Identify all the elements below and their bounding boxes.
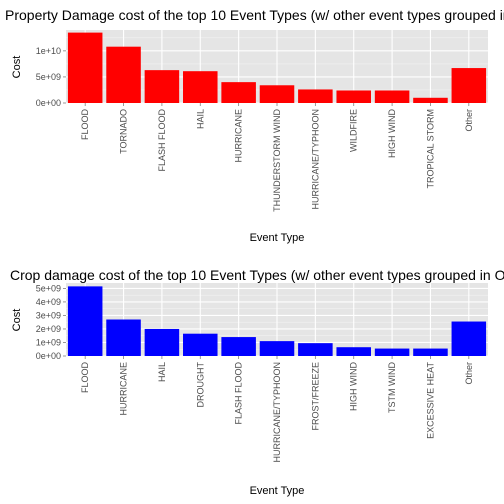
y-tick-label: 5e+09 xyxy=(36,283,61,293)
x-tick-label: HURRICANE xyxy=(119,362,129,416)
y-tick-label: 0e+00 xyxy=(36,351,61,361)
x-tick-label: DROUGHT xyxy=(195,362,205,408)
x-tick-label: FROST/FREEZE xyxy=(310,362,320,431)
chart-2-title: Crop damage cost of the top 10 Event Typ… xyxy=(10,267,504,283)
bar xyxy=(336,90,371,103)
chart-1-bars xyxy=(67,32,487,103)
bar xyxy=(259,341,295,356)
x-tick-label: FLASH FLOOD xyxy=(234,362,244,425)
x-tick-label: HURRICANE/TYPHOON xyxy=(310,109,320,210)
y-tick-label: 3e+09 xyxy=(36,310,61,320)
x-tick-label: HURRICANE/TYPHOON xyxy=(272,362,282,463)
x-tick-label: HIGH WIND xyxy=(349,362,359,411)
bar xyxy=(413,97,448,103)
bar xyxy=(144,328,180,356)
x-tick-label: FLOOD xyxy=(80,362,90,394)
bar xyxy=(67,286,103,356)
x-tick-label: FLOOD xyxy=(80,109,90,141)
chart-2-y-axis-title: Cost xyxy=(11,309,23,332)
bar xyxy=(183,71,218,103)
x-tick-label: TROPICAL STORM xyxy=(425,109,435,189)
y-tick-label: 1e+09 xyxy=(36,337,61,347)
chart-2: Crop damage cost of the top 10 Event Typ… xyxy=(10,267,504,497)
bar xyxy=(221,337,256,356)
x-tick-label: HIGH WIND xyxy=(387,109,397,158)
y-tick-label: 5e+09 xyxy=(36,72,61,82)
bar xyxy=(221,82,256,103)
x-tick-label: FLASH FLOOD xyxy=(157,109,167,172)
bar xyxy=(298,89,333,103)
bar xyxy=(336,347,371,356)
chart-1-y-ticks: 0e+00 5e+09 1e+10 xyxy=(36,46,66,108)
bar xyxy=(259,85,295,103)
x-tick-label: HURRICANE xyxy=(234,109,244,163)
chart-2-x-axis-title: Event Type xyxy=(250,485,305,497)
chart-1-x-ticks: FLOOD TORNADO FLASH FLOOD HAIL HURRICANE THUN… xyxy=(80,103,474,212)
chart-1: Property Damage cost of the top 10 Event… xyxy=(5,7,504,244)
chart-2-bars xyxy=(67,286,487,356)
y-tick-label: 2e+09 xyxy=(36,324,61,334)
y-tick-label: 1e+10 xyxy=(36,46,61,56)
chart-1-y-axis-title: Cost xyxy=(11,56,23,79)
bar xyxy=(451,321,487,356)
bar xyxy=(144,70,180,103)
y-tick-label: 4e+09 xyxy=(36,297,61,307)
bar xyxy=(374,348,410,356)
x-tick-label: HAIL xyxy=(195,109,205,129)
x-tick-label: Other xyxy=(464,362,474,385)
bar xyxy=(298,343,333,356)
bar xyxy=(451,68,487,103)
chart-1-title: Property Damage cost of the top 10 Event… xyxy=(5,7,504,23)
chart-1-x-axis-title: Event Type xyxy=(250,232,305,244)
x-tick-label: EXCESSIVE HEAT xyxy=(425,362,435,439)
bar xyxy=(413,348,448,356)
bar xyxy=(374,90,410,103)
bar xyxy=(183,333,218,356)
y-tick-label: 0e+00 xyxy=(36,98,61,108)
chart-2-y-ticks: 0e+00 1e+09 2e+09 3e+09 4e+09 5e+09 xyxy=(36,283,66,361)
x-tick-label: WILDFIRE xyxy=(349,109,359,152)
bar xyxy=(106,319,141,356)
bar xyxy=(106,46,141,103)
x-tick-label: TORNADO xyxy=(119,109,129,154)
x-tick-label: THUNDERSTORM WIND xyxy=(272,109,282,212)
x-tick-label: HAIL xyxy=(157,362,167,382)
x-tick-label: TSTM WIND xyxy=(387,362,397,413)
x-tick-label: Other xyxy=(464,109,474,132)
bar xyxy=(67,32,103,103)
chart-2-x-ticks: FLOOD HURRICANE HAIL DROUGHT FLASH FLOOD HURR… xyxy=(80,356,474,463)
